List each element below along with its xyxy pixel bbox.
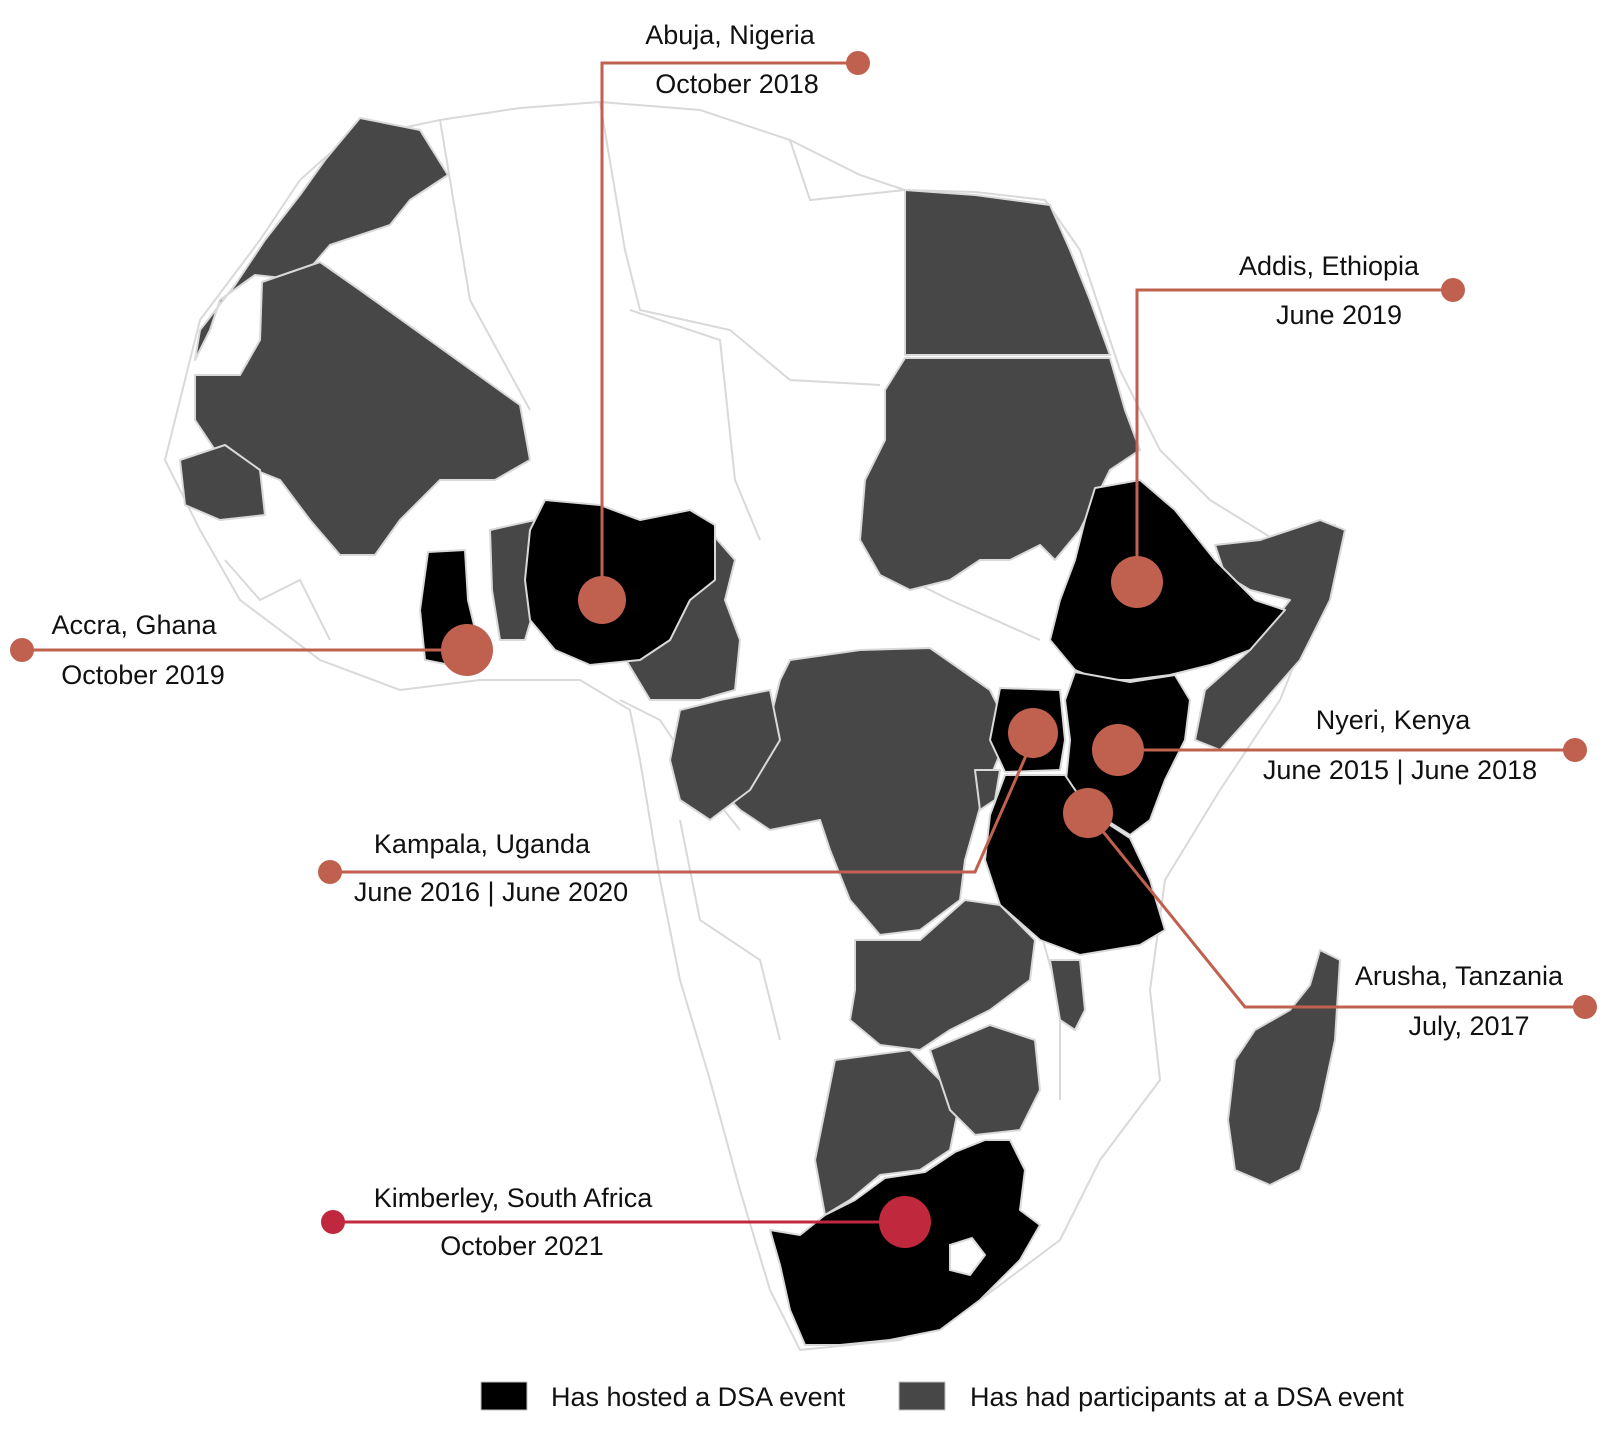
country-morocco: [194, 117, 449, 361]
country-madagascar: [1227, 949, 1341, 1186]
end-dot: [1441, 278, 1465, 302]
unshaded-country-borders: [224, 101, 1061, 1100]
callout-kimberley[interactable]: Kimberley, South Africa October 2021: [321, 1183, 931, 1261]
legend-swatch-hosted: [480, 1381, 528, 1411]
leader-line: [1135, 288, 1453, 582]
end-dot: [321, 1210, 345, 1234]
callout-abuja[interactable]: Abuja, Nigeria October 2018: [578, 20, 870, 624]
date-label: June 2016 | June 2020: [354, 877, 628, 907]
city-label: Kimberley, South Africa: [374, 1183, 654, 1213]
country-malawi: [1049, 959, 1086, 1031]
callout-arusha[interactable]: Arusha, Tanzania July, 2017: [1063, 788, 1597, 1041]
date-label: October 2021: [440, 1231, 604, 1261]
city-label: Abuja, Nigeria: [645, 20, 816, 50]
end-dot: [846, 51, 870, 75]
city-label: Nyeri, Kenya: [1316, 705, 1472, 735]
end-dot: [10, 638, 34, 662]
legend-swatch-participants: [898, 1381, 946, 1411]
location-dot[interactable]: [1063, 788, 1113, 838]
location-dot[interactable]: [1111, 556, 1163, 608]
city-label: Kampala, Uganda: [374, 829, 591, 859]
callout-addis[interactable]: Addis, Ethiopia June 2019: [1111, 251, 1465, 608]
city-label: Addis, Ethiopia: [1239, 251, 1420, 281]
legend: Has hosted a DSA event Has had participa…: [480, 1381, 1404, 1412]
date-label: June 2015 | June 2018: [1263, 755, 1537, 785]
callout-accra[interactable]: Accra, Ghana October 2019: [10, 610, 493, 690]
country-zimbabwe: [929, 1024, 1041, 1136]
location-dot[interactable]: [879, 1196, 931, 1248]
country-namibia-botswana: [814, 1049, 961, 1216]
leader-line: [600, 61, 858, 600]
legend-label-hosted: Has hosted a DSA event: [551, 1382, 846, 1412]
date-label: June 2019: [1276, 300, 1402, 330]
end-dot: [318, 860, 342, 884]
callout-kampala[interactable]: Kampala, Uganda June 2016 | June 2020: [318, 708, 1058, 907]
country-gabon-congo: [669, 689, 781, 821]
location-dot[interactable]: [1092, 724, 1144, 776]
country-zambia: [849, 899, 1036, 1051]
date-label: October 2018: [655, 69, 819, 99]
location-dot[interactable]: [1008, 708, 1058, 758]
end-dot: [1563, 738, 1587, 762]
country-nigeria: [524, 499, 716, 666]
end-dot: [1573, 995, 1597, 1019]
leader-line: [1086, 812, 1585, 1009]
location-dot[interactable]: [578, 576, 626, 624]
city-label: Accra, Ghana: [51, 610, 217, 640]
location-dot[interactable]: [441, 624, 493, 676]
date-label: October 2019: [61, 660, 225, 690]
callout-nyeri[interactable]: Nyeri, Kenya June 2015 | June 2018: [1092, 705, 1587, 785]
country-senegal-gambia: [179, 444, 266, 521]
country-mauritania-mali-niger: [194, 261, 531, 556]
participant-countries: [179, 117, 1346, 1216]
legend-label-participants: Has had participants at a DSA event: [970, 1382, 1404, 1412]
country-lesotho: [949, 1236, 987, 1277]
event-callouts: Abuja, Nigeria October 2018 Addis, Ethio…: [10, 20, 1597, 1261]
date-label: July, 2017: [1408, 1011, 1529, 1041]
country-egypt: [904, 189, 1111, 356]
city-label: Arusha, Tanzania: [1355, 961, 1564, 991]
